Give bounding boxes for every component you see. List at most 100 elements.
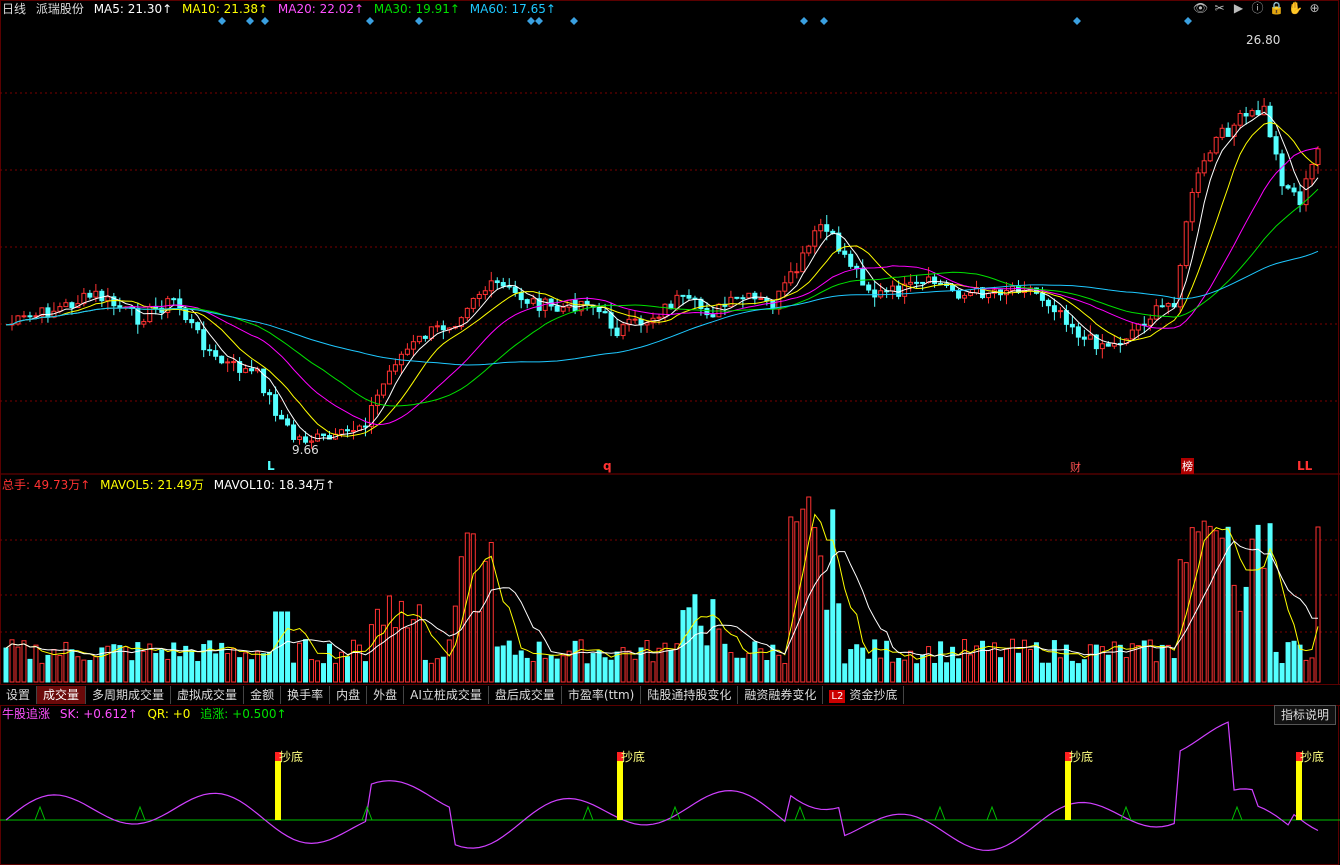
volume-bar [674, 643, 680, 683]
volume-bar [1129, 643, 1135, 683]
volume-bar [992, 642, 997, 683]
volume-bar [932, 662, 938, 683]
candle-body [362, 425, 368, 428]
volume-bar [171, 642, 177, 683]
candle-body [428, 326, 434, 339]
volume-bar [518, 650, 524, 683]
candle-body [1279, 153, 1285, 187]
ma10-value: MA10: 21.38↑ [181, 2, 269, 16]
candle-body [1099, 343, 1105, 350]
bottom-signal-cap [1296, 752, 1302, 761]
candle-body [536, 298, 542, 311]
tab-outer[interactable]: 外盘 [367, 686, 405, 704]
volume-bar [39, 662, 45, 683]
candle-body [926, 276, 932, 283]
volume-bar [440, 656, 446, 683]
candle-body [656, 316, 662, 319]
hand-icon[interactable]: ✋ [1288, 1, 1303, 15]
volume-bar [464, 532, 470, 683]
volume-bar [219, 642, 225, 683]
candle-body [1183, 221, 1189, 267]
bottom-signal-bar [1296, 752, 1302, 820]
volume-bar [333, 662, 338, 683]
candle-body [1285, 185, 1291, 189]
tab-multi-period-volume[interactable]: 多周期成交量 [86, 686, 172, 704]
candle-body [1063, 310, 1069, 325]
eye-icon[interactable]: 👁 [1193, 1, 1209, 15]
tab-pe-ttm[interactable]: 市盈率(ttm) [562, 686, 642, 704]
candle-body [1225, 127, 1231, 137]
chase-triangle [794, 805, 806, 821]
volume-bar [890, 661, 896, 683]
candle-body [1147, 318, 1153, 326]
candle-body [422, 335, 428, 339]
candle-body [866, 284, 872, 291]
volume-bar [470, 533, 476, 683]
volume-bar [854, 644, 860, 683]
volume-bar [315, 660, 321, 683]
tab-turnover[interactable]: 换手率 [281, 686, 331, 704]
tab-amount[interactable]: 金额 [244, 686, 282, 704]
tab-northbound-holding[interactable]: 陆股通持股变化 [641, 686, 739, 704]
volume-bar [398, 600, 404, 683]
bottom-signal-label: 抄底 [279, 749, 303, 764]
candle-body [1297, 191, 1303, 206]
tab-after-hours-volume[interactable]: 盘后成交量 [489, 686, 562, 704]
volume-bar [1099, 646, 1105, 683]
candle-body [962, 294, 968, 299]
candle-body [878, 290, 884, 298]
volume-bar [1171, 658, 1177, 683]
volume-bar [99, 647, 105, 683]
volume-bar [69, 649, 75, 683]
candle-body [560, 306, 566, 312]
candle-body [458, 317, 464, 328]
tab-volume[interactable]: 成交量 [37, 686, 87, 704]
period-label[interactable]: 日线 [2, 2, 27, 16]
volume-bar [968, 654, 974, 683]
volume-bar [746, 652, 752, 683]
signal-diamond [527, 17, 535, 25]
indicator-explain-button[interactable]: 指标说明 [1274, 705, 1336, 725]
candle-body [1237, 112, 1243, 126]
scissors-icon[interactable]: ✂ [1214, 1, 1225, 15]
volume-bar [1315, 526, 1321, 683]
tab-fund-bottom[interactable]: L2 资金抄底 [823, 686, 905, 704]
candle-body [632, 318, 638, 321]
candle-body [285, 418, 291, 426]
volume-bar [87, 659, 93, 683]
volume-bar [944, 662, 950, 683]
candle-body [500, 282, 506, 287]
candle-body [488, 280, 494, 292]
candle-body [39, 307, 45, 317]
candle-body [309, 440, 315, 443]
tab-ai-volume[interactable]: AI立桩成交量 [404, 686, 489, 704]
candle-body [434, 325, 440, 328]
volume-bar [710, 599, 716, 683]
tab-inner[interactable]: 内盘 [330, 686, 368, 704]
candle-body [63, 302, 69, 308]
candle-body [273, 394, 279, 416]
candle-body [141, 321, 147, 325]
volume-bar [1189, 527, 1195, 683]
volume-bar [734, 657, 740, 683]
zoom-icon[interactable]: ⊕ [1309, 1, 1320, 15]
lock-icon[interactable]: 🔒 [1269, 1, 1284, 15]
tab-settings[interactable]: 设置 [0, 686, 38, 704]
l2-badge: L2 [829, 690, 846, 703]
candle-body [512, 286, 518, 294]
info-icon[interactable]: ⓘ [1251, 1, 1264, 15]
tab-margin-change[interactable]: 融资融券变化 [738, 686, 824, 704]
marker-ll: LL [1297, 459, 1313, 473]
candle-body [1309, 163, 1315, 180]
candle-body [530, 298, 536, 304]
ma60-line [5, 250, 1319, 366]
volume-bar [368, 624, 374, 683]
play-icon[interactable]: ▶ [1233, 1, 1244, 15]
volume-bar [806, 496, 812, 683]
candle-body [938, 282, 944, 285]
volume-bar [63, 641, 69, 683]
candle-body [1051, 305, 1057, 313]
candle-body [848, 253, 854, 267]
tab-virtual-volume[interactable]: 虚拟成交量 [171, 686, 245, 704]
